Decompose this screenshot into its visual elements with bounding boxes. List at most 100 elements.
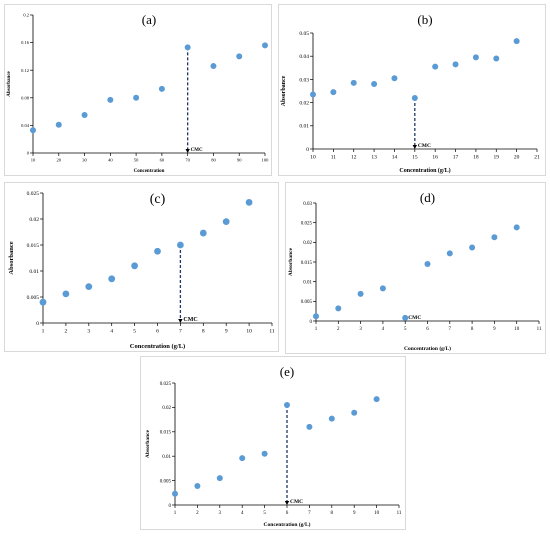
x-tick-label: 90 — [237, 158, 242, 163]
cmc-label: CMC — [408, 315, 421, 321]
data-point — [216, 475, 223, 482]
x-tick-label: 1 — [174, 511, 177, 516]
data-point — [357, 290, 364, 297]
chart-svg: 1 2 3 4 5 6 7 8 9 10 11 0 0.005 0.01 0.015 0.02 0.025 Con… — [145, 364, 402, 528]
x-tick-label: 13 — [371, 155, 377, 161]
x-tick-label: 8 — [471, 327, 474, 332]
y-tick-label: 0.025 — [160, 382, 172, 387]
data-point — [335, 305, 342, 312]
data-point — [133, 94, 140, 101]
y-tick-label: 0.025 — [27, 191, 40, 197]
cmc-label: CMC — [191, 148, 203, 153]
x-tick-label: 60 — [160, 158, 165, 163]
data-point — [245, 198, 253, 206]
data-point — [424, 260, 431, 267]
x-tick-label: 11 — [537, 327, 542, 332]
data-point — [158, 85, 165, 92]
data-point — [330, 89, 337, 96]
x-tick-label: 7 — [308, 511, 311, 516]
x-tick-label: 15 — [412, 155, 418, 161]
x-tick-label: 9 — [225, 329, 228, 335]
data-point — [55, 121, 62, 128]
x-tick-label: 2 — [196, 511, 199, 516]
data-point — [491, 234, 498, 241]
x-tick-label: 8 — [331, 511, 334, 516]
y-axis-label: Absorbance — [281, 75, 287, 106]
y-tick-label: 0.005 — [27, 295, 40, 301]
data-point — [131, 262, 138, 270]
x-tick-label: 1 — [315, 327, 318, 332]
data-point — [313, 313, 319, 320]
x-tick-label: 19 — [494, 155, 500, 161]
data-point — [172, 490, 178, 497]
y-tick-label: 0.025 — [301, 221, 313, 226]
y-tick-label: 0.03 — [303, 202, 312, 207]
data-point — [402, 314, 409, 321]
data-point — [261, 450, 268, 457]
x-tick-label: 4 — [241, 511, 244, 516]
data-point — [328, 415, 335, 422]
x-tick-label: 12 — [351, 155, 357, 161]
data-point — [472, 54, 479, 61]
x-axis-label: Concentration (g/L) — [404, 345, 451, 352]
x-tick-label: 80 — [211, 158, 216, 163]
x-tick-label: 6 — [156, 329, 159, 335]
chart-svg: 1 2 3 4 5 6 7 8 9 10 11 0 0.005 0.01 0.015 0.02 0.025 Con… — [8, 191, 275, 350]
data-point — [184, 44, 191, 51]
data-point — [350, 79, 357, 86]
x-tick-label: 2 — [337, 327, 340, 332]
x-tick-label: 4 — [110, 329, 113, 335]
cmc-arrow-icon — [178, 319, 183, 323]
x-tick-label: 30 — [82, 158, 87, 163]
x-axis-label: Concentration (g/L) — [399, 167, 450, 174]
data-point — [262, 42, 268, 49]
data-point — [30, 127, 36, 134]
y-tick-label: 0.005 — [160, 479, 172, 484]
y-tick-label: 0 — [310, 320, 313, 325]
data-point — [108, 275, 116, 283]
x-tick-label: 10 — [31, 158, 36, 163]
x-tick-label: 14 — [392, 155, 398, 161]
x-tick-label: 7 — [179, 329, 182, 335]
x-tick-label: 21 — [534, 155, 540, 161]
x-tick-label: 6 — [286, 511, 289, 516]
x-tick-label: 6 — [426, 327, 429, 332]
y-tick-label: 0.01 — [303, 280, 312, 285]
cmc-label: CMC — [290, 499, 303, 505]
data-point — [432, 63, 439, 70]
panel-title: (b) — [417, 12, 432, 27]
x-tick-label: 11 — [397, 511, 402, 516]
chart-panel-a: 10 20 30 40 50 60 70 80 90 100 0 0.04 0.08 0.12 0.16 0.… — [4, 4, 272, 176]
data-point — [39, 298, 47, 306]
y-tick-label: 0 — [27, 151, 30, 156]
cmc-label: CMC — [418, 143, 431, 149]
data-point — [513, 38, 520, 45]
y-tick-label: 0.08 — [21, 95, 30, 100]
y-tick-label: 0.02 — [299, 101, 309, 107]
data-point — [306, 423, 313, 430]
data-point — [154, 247, 161, 255]
y-tick-label: 0.01 — [29, 269, 39, 275]
chart-panel-d: 1 2 3 4 5 6 7 8 9 10 11 0 0.005 0.01 0.015 0.02 0.025 0.0… — [285, 182, 546, 354]
x-tick-label: 1 — [42, 329, 45, 335]
chart-svg: 10 20 30 40 50 60 70 80 90 100 0 0.04 0.08 0.12 0.16 0.… — [7, 12, 269, 174]
data-point — [194, 482, 201, 489]
x-tick-label: 9 — [353, 511, 356, 516]
y-tick-label: 0.01 — [162, 455, 171, 460]
x-tick-label: 9 — [493, 327, 496, 332]
x-tick-label: 2 — [65, 329, 68, 335]
x-tick-label: 40 — [108, 158, 113, 163]
data-point — [379, 285, 386, 292]
data-point — [177, 241, 184, 249]
y-tick-label: 0.02 — [303, 241, 312, 246]
x-tick-label: 20 — [514, 155, 520, 161]
x-tick-label: 10 — [514, 327, 520, 332]
data-point — [513, 224, 520, 231]
y-axis-label: Absorbance — [7, 70, 12, 96]
x-tick-label: 5 — [263, 511, 266, 516]
x-tick-label: 11 — [331, 155, 337, 161]
x-tick-label: 16 — [432, 155, 438, 161]
data-point — [85, 283, 93, 290]
y-axis-label: Absorbance — [288, 247, 294, 276]
panel-title: (a) — [142, 12, 156, 27]
